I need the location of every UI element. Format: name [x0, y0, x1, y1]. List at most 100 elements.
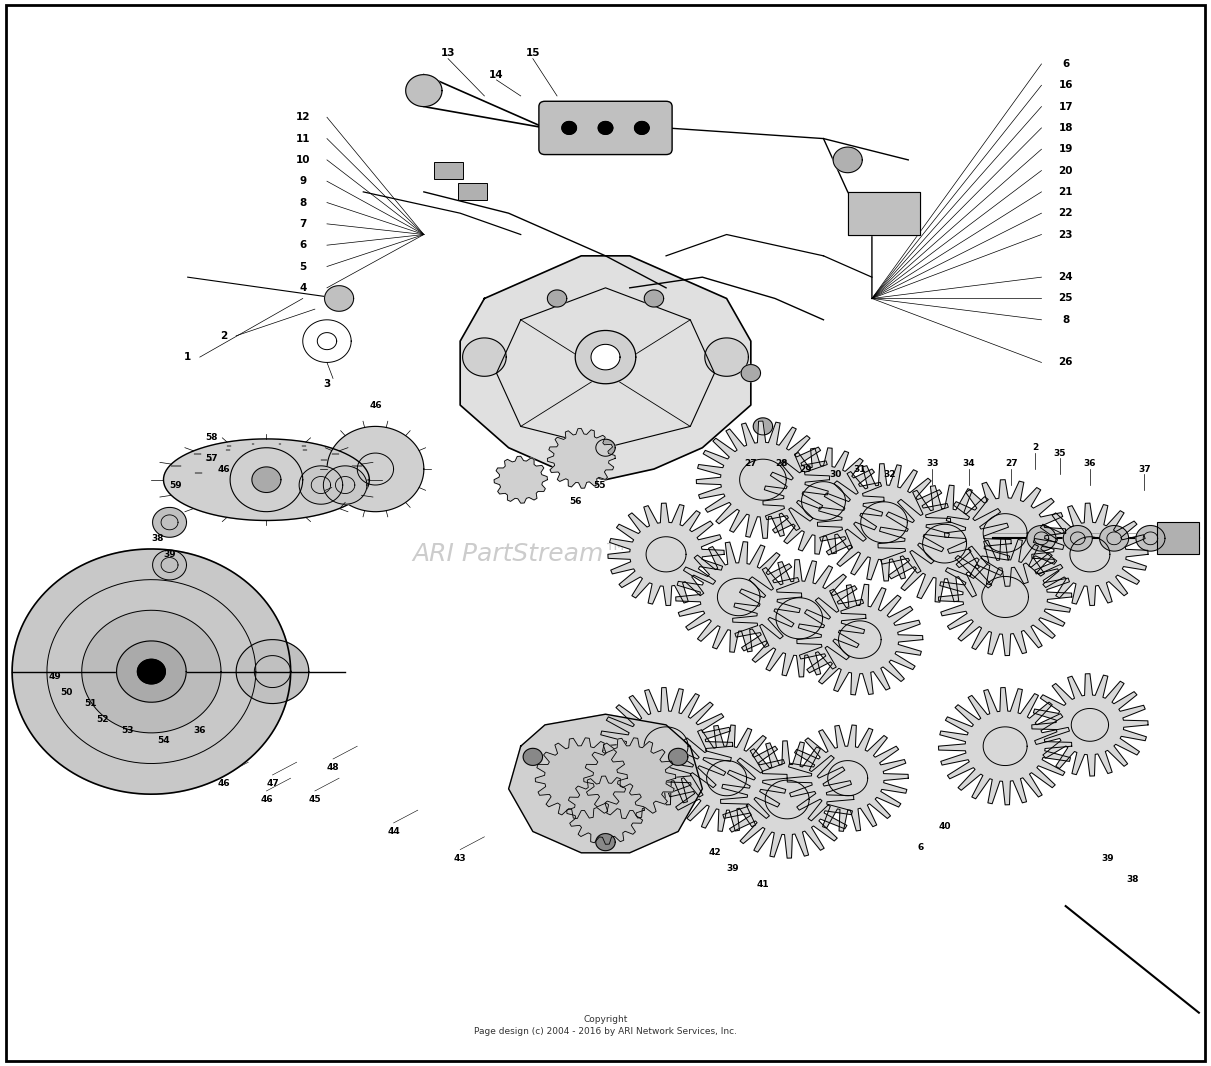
Text: 9: 9: [299, 176, 306, 187]
Text: 38: 38: [1126, 875, 1138, 884]
Polygon shape: [733, 560, 866, 677]
Text: 15: 15: [526, 48, 540, 59]
Polygon shape: [325, 286, 354, 311]
Polygon shape: [721, 741, 854, 858]
Polygon shape: [236, 640, 309, 704]
Text: 18: 18: [1058, 123, 1073, 133]
Polygon shape: [1032, 674, 1148, 776]
Polygon shape: [562, 122, 576, 134]
Polygon shape: [676, 542, 802, 652]
Text: 40: 40: [939, 822, 951, 830]
Polygon shape: [138, 660, 165, 683]
Text: 23: 23: [1058, 229, 1073, 240]
FancyBboxPatch shape: [539, 101, 672, 155]
Polygon shape: [939, 538, 1072, 656]
Polygon shape: [323, 466, 367, 504]
Text: 46: 46: [369, 401, 381, 409]
Text: 2: 2: [220, 330, 228, 341]
Text: 29: 29: [799, 465, 811, 473]
Polygon shape: [945, 480, 1066, 586]
Text: ARI PartStream™: ARI PartStream™: [413, 543, 629, 566]
Text: 41: 41: [757, 881, 769, 889]
Text: 35: 35: [1054, 449, 1066, 457]
Polygon shape: [635, 122, 649, 134]
Polygon shape: [523, 748, 543, 765]
Polygon shape: [163, 439, 369, 520]
Polygon shape: [1063, 526, 1092, 551]
Polygon shape: [644, 290, 664, 307]
Text: 6: 6: [1062, 59, 1069, 69]
Text: 7: 7: [299, 219, 306, 229]
Text: 43: 43: [454, 854, 466, 862]
Text: 25: 25: [1058, 293, 1073, 304]
Text: 46: 46: [218, 465, 230, 473]
Text: 55: 55: [593, 481, 606, 489]
Polygon shape: [460, 256, 751, 480]
Text: 11: 11: [295, 133, 310, 144]
Text: 10: 10: [295, 155, 310, 165]
Text: 36: 36: [194, 726, 206, 734]
Polygon shape: [547, 290, 567, 307]
Polygon shape: [463, 338, 506, 376]
Text: 31: 31: [854, 465, 866, 473]
Polygon shape: [153, 550, 186, 580]
Text: 6: 6: [917, 843, 924, 852]
Text: 1: 1: [184, 352, 191, 362]
Text: 21: 21: [1058, 187, 1073, 197]
Polygon shape: [567, 776, 644, 844]
Text: 27: 27: [1005, 459, 1017, 468]
Polygon shape: [848, 192, 920, 235]
Text: 39: 39: [1102, 854, 1114, 862]
Polygon shape: [705, 338, 748, 376]
Text: 13: 13: [441, 48, 455, 59]
Text: 17: 17: [1058, 101, 1073, 112]
Text: 59: 59: [170, 481, 182, 489]
Polygon shape: [596, 834, 615, 851]
Polygon shape: [494, 456, 547, 503]
Text: Copyright
Page design (c) 2004 - 2016 by ARI Network Services, Inc.: Copyright Page design (c) 2004 - 2016 by…: [474, 1015, 737, 1036]
Text: 52: 52: [97, 715, 109, 724]
Text: 54: 54: [157, 737, 170, 745]
Text: 33: 33: [926, 459, 939, 468]
Text: 56: 56: [569, 497, 581, 505]
Polygon shape: [591, 344, 620, 370]
Polygon shape: [599, 688, 733, 805]
Text: 12: 12: [295, 112, 310, 123]
Text: 8: 8: [299, 197, 306, 208]
Polygon shape: [1032, 503, 1148, 605]
Polygon shape: [878, 485, 1011, 602]
Text: 8: 8: [1062, 314, 1069, 325]
Text: 58: 58: [206, 433, 218, 441]
Polygon shape: [82, 611, 220, 732]
Text: 5: 5: [299, 261, 306, 272]
Text: 3: 3: [323, 378, 331, 389]
Polygon shape: [116, 641, 186, 702]
Text: 50: 50: [61, 689, 73, 697]
Polygon shape: [608, 503, 724, 605]
Text: 20: 20: [1058, 165, 1073, 176]
Text: 28: 28: [775, 459, 787, 468]
Polygon shape: [753, 418, 773, 435]
Polygon shape: [406, 75, 442, 107]
Polygon shape: [252, 467, 281, 492]
Polygon shape: [12, 549, 291, 794]
Polygon shape: [547, 429, 615, 488]
Polygon shape: [1136, 526, 1165, 551]
Polygon shape: [797, 584, 923, 695]
Bar: [458, 183, 487, 200]
Polygon shape: [833, 147, 862, 173]
Polygon shape: [696, 421, 830, 538]
Text: 22: 22: [1058, 208, 1073, 219]
Polygon shape: [787, 725, 908, 831]
Polygon shape: [575, 330, 636, 384]
Polygon shape: [584, 738, 676, 819]
Text: 48: 48: [327, 763, 339, 772]
Text: 38: 38: [151, 534, 163, 543]
Polygon shape: [598, 122, 613, 134]
Text: 4: 4: [299, 282, 306, 293]
Text: 14: 14: [489, 69, 504, 80]
Polygon shape: [596, 439, 615, 456]
Text: 57: 57: [206, 454, 218, 463]
Text: 53: 53: [121, 726, 133, 734]
Text: 16: 16: [1058, 80, 1073, 91]
